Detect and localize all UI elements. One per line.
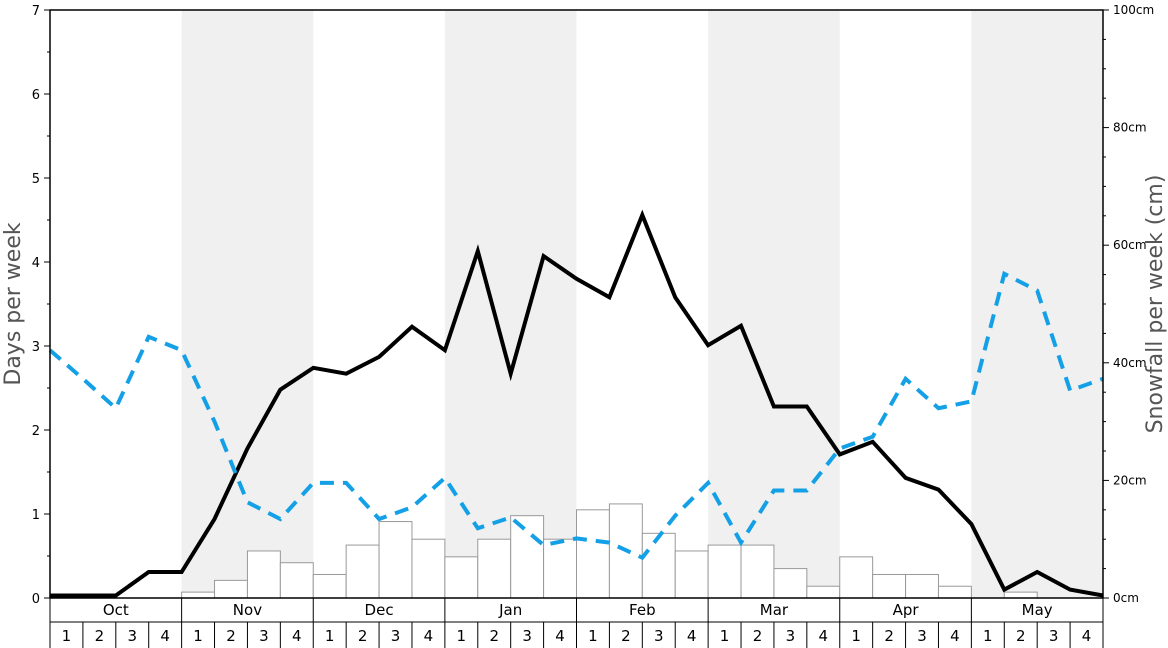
month-band-nov — [181, 10, 314, 598]
snowfall-bar — [905, 573, 939, 599]
right-axis: 0cm 20cm 40cm 60cm 80cm 100cm — [1103, 3, 1154, 605]
week-label: 4 — [1082, 627, 1092, 645]
month-band-jan — [444, 10, 577, 598]
snowfall-bar — [279, 562, 314, 599]
week-label: 1 — [588, 627, 598, 645]
snowfall-bar — [312, 573, 347, 599]
dashed-series — [48, 270, 1104, 561]
week-label: 1 — [62, 627, 72, 645]
month-label-jan: Jan — [498, 601, 522, 619]
snowfall-bar — [674, 550, 709, 599]
left-tick-label: 1 — [32, 508, 40, 523]
week-label: 2 — [621, 627, 631, 645]
month-label-nov: Nov — [233, 601, 262, 619]
left-tick-label: 2 — [32, 424, 40, 439]
week-label-row: 1 2 3 4 1 2 3 4 1 2 3 4 1 2 3 4 1 2 3 4 1 2 3 4 1 2 3 4 1 2 3 4 — [49, 622, 1104, 648]
month-band-may — [971, 10, 1103, 598]
snowfall-bar — [872, 573, 907, 599]
week-label: 2 — [226, 627, 236, 645]
week-label: 3 — [654, 627, 664, 645]
snowfall-bar — [378, 521, 413, 599]
week-label: 1 — [720, 627, 730, 645]
week-label: 1 — [325, 627, 335, 645]
week-label: 1 — [457, 627, 467, 645]
left-tick-label: 3 — [32, 340, 40, 355]
right-tick-label: 0cm — [1113, 591, 1139, 605]
week-label: 3 — [391, 627, 401, 645]
week-label: 3 — [1049, 627, 1059, 645]
snowfall-bar — [740, 544, 775, 599]
snowfall-bar — [1003, 591, 1038, 599]
week-label: 3 — [259, 627, 269, 645]
snow-days-series — [50, 209, 1104, 598]
snowfall-bar — [510, 515, 545, 599]
snowfall-bar — [641, 532, 676, 599]
right-tick-label: 40cm — [1113, 356, 1147, 370]
left-tick-label: 4 — [32, 256, 40, 271]
week-label: 1 — [983, 627, 993, 645]
snowfall-bar — [806, 585, 841, 599]
month-label-apr: Apr — [893, 601, 920, 619]
snowfall-bar — [773, 568, 808, 599]
week-label: 2 — [1016, 627, 1026, 645]
snowfall-bar — [214, 579, 248, 599]
month-label-may: May — [1022, 601, 1053, 619]
snowfall-bar — [839, 556, 874, 599]
week-label: 4 — [292, 627, 302, 645]
snowfall-bars — [181, 503, 1038, 599]
snow-days-line — [50, 209, 1104, 598]
week-label: 2 — [753, 627, 763, 645]
month-label-oct: Oct — [103, 601, 129, 619]
snowfall-bar — [707, 544, 742, 599]
week-label: 2 — [489, 627, 499, 645]
week-label: 3 — [917, 627, 927, 645]
snowfall-bar — [345, 544, 380, 599]
month-band-mar — [708, 10, 840, 598]
week-label: 4 — [555, 627, 565, 645]
right-tick-label: 100cm — [1113, 3, 1154, 17]
right-tick-label: 80cm — [1113, 121, 1147, 135]
month-label-feb: Feb — [629, 601, 656, 619]
week-label: 4 — [950, 627, 960, 645]
snowfall-bar — [181, 591, 216, 599]
right-tick-label: 60cm — [1113, 238, 1147, 252]
week-label: 4 — [819, 627, 829, 645]
right-axis-title: Snowfall per week (cm) — [1143, 175, 1168, 434]
week-label: 3 — [786, 627, 796, 645]
snowfall-bar — [543, 538, 577, 599]
week-label: 4 — [160, 627, 170, 645]
month-label-mar: Mar — [760, 601, 789, 619]
snowfall-bar — [477, 538, 512, 599]
right-tick-label: 20cm — [1113, 473, 1147, 487]
snowfall-bar — [246, 550, 281, 599]
week-label: 4 — [687, 627, 697, 645]
left-tick-label: 0 — [32, 592, 40, 607]
month-label-dec: Dec — [365, 601, 394, 619]
left-tick-label: 6 — [32, 88, 40, 103]
snowfall-bar — [576, 509, 610, 599]
week-label: 4 — [424, 627, 434, 645]
week-label: 1 — [193, 627, 203, 645]
week-label: 2 — [884, 627, 894, 645]
week-label: 1 — [851, 627, 861, 645]
week-label: 2 — [95, 627, 105, 645]
dashed-series-line — [48, 270, 1104, 561]
week-label: 2 — [358, 627, 368, 645]
snowfall-bar — [937, 585, 972, 599]
left-axis-title: Days per week — [1, 222, 26, 385]
week-label: 3 — [127, 627, 137, 645]
left-tick-label: 5 — [32, 172, 40, 187]
left-tick-label: 7 — [32, 4, 40, 19]
snowfall-bar — [444, 556, 479, 599]
week-label: 3 — [522, 627, 532, 645]
snowfall-bar — [411, 538, 446, 599]
month-bands — [181, 10, 1103, 598]
month-label-row: Oct Nov Dec Jan Feb Mar Apr May — [49, 598, 1104, 623]
